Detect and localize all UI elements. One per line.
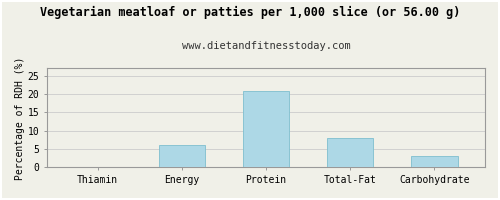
Bar [412,156,458,167]
Bar [158,145,205,167]
Title: www.dietandfitnesstoday.com: www.dietandfitnesstoday.com [182,41,350,51]
Text: Vegetarian meatloaf or patties per 1,000 slice (or 56.00 g): Vegetarian meatloaf or patties per 1,000… [40,6,460,19]
Bar [243,91,289,167]
Y-axis label: Percentage of RDH (%): Percentage of RDH (%) [15,56,25,180]
Bar [327,138,374,167]
